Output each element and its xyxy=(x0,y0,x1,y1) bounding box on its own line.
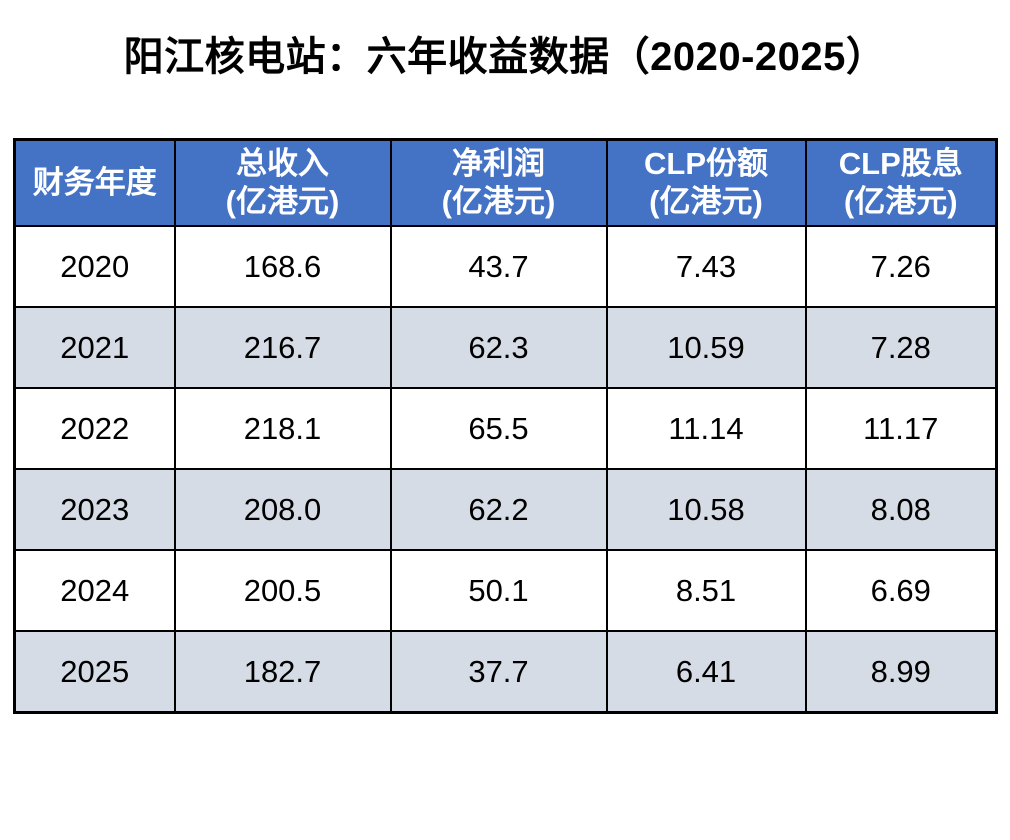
header-cell-fiscal-year: 财务年度 xyxy=(13,138,176,227)
cell-net-profit: 37.7 xyxy=(389,630,608,714)
header-unit: (亿港元) xyxy=(843,184,958,219)
cell-clp-share: 7.43 xyxy=(605,225,807,308)
cell-clp-share: 11.14 xyxy=(605,387,807,470)
cell-clp-share: 10.59 xyxy=(605,306,807,389)
table-row-2024: 2024 200.5 50.1 8.51 6.69 xyxy=(13,549,998,632)
table-row-2023: 2023 208.0 62.2 10.58 8.08 xyxy=(13,468,998,551)
header-label: 净利润 xyxy=(452,146,545,182)
header-cell-clp-dividend: CLP股息 (亿港元) xyxy=(804,138,998,227)
cell-total-revenue: 182.7 xyxy=(173,630,392,714)
cell-year: 2023 xyxy=(13,468,176,551)
header-label: 财务年度 xyxy=(32,165,157,201)
cell-net-profit: 62.3 xyxy=(389,306,608,389)
header-cell-total-revenue: 总收入 (亿港元) xyxy=(173,138,392,227)
table-row-2020: 2020 168.6 43.7 7.43 7.26 xyxy=(13,225,998,308)
cell-clp-dividend: 8.99 xyxy=(804,630,998,714)
page-title: 阳江核电站：六年收益数据（2020-2025） xyxy=(123,35,887,79)
cell-net-profit: 62.2 xyxy=(389,468,608,551)
revenue-table: 财务年度 总收入 (亿港元) 净利润 (亿港元) CLP份额 (亿港元) CLP… xyxy=(13,138,998,714)
cell-clp-dividend: 7.26 xyxy=(804,225,998,308)
header-label: 总收入 xyxy=(236,146,329,182)
cell-year: 2024 xyxy=(13,549,176,632)
table-row-2022: 2022 218.1 65.5 11.14 11.17 xyxy=(13,387,998,470)
cell-clp-dividend: 11.17 xyxy=(804,387,998,470)
cell-year: 2025 xyxy=(13,630,176,714)
cell-year: 2022 xyxy=(13,387,176,470)
header-unit: (亿港元) xyxy=(441,184,556,219)
cell-year: 2021 xyxy=(13,306,176,389)
cell-clp-dividend: 7.28 xyxy=(804,306,998,389)
header-cell-net-profit: 净利润 (亿港元) xyxy=(389,138,608,227)
header-unit: (亿港元) xyxy=(649,184,763,219)
table-body: 2020 168.6 43.7 7.43 7.26 2021 216.7 62.… xyxy=(13,225,998,714)
cell-total-revenue: 218.1 xyxy=(173,387,392,470)
cell-clp-share: 8.51 xyxy=(605,549,807,632)
cell-clp-share: 6.41 xyxy=(605,630,807,714)
table-header: 财务年度 总收入 (亿港元) 净利润 (亿港元) CLP份额 (亿港元) CLP… xyxy=(13,138,998,227)
cell-clp-dividend: 6.69 xyxy=(804,549,998,632)
header-cell-clp-share: CLP份额 (亿港元) xyxy=(605,138,807,227)
cell-year: 2020 xyxy=(13,225,176,308)
cell-total-revenue: 168.6 xyxy=(173,225,392,308)
revenue-table-container: 财务年度 总收入 (亿港元) 净利润 (亿港元) CLP份额 (亿港元) CLP… xyxy=(13,138,998,714)
cell-net-profit: 65.5 xyxy=(389,387,608,470)
cell-clp-share: 10.58 xyxy=(605,468,807,551)
cell-total-revenue: 216.7 xyxy=(173,306,392,389)
header-label: CLP份额 xyxy=(644,146,768,182)
cell-net-profit: 50.1 xyxy=(389,549,608,632)
header-row: 财务年度 总收入 (亿港元) 净利润 (亿港元) CLP份额 (亿港元) CLP… xyxy=(13,138,998,227)
table-row-2021: 2021 216.7 62.3 10.59 7.28 xyxy=(13,306,998,389)
cell-clp-dividend: 8.08 xyxy=(804,468,998,551)
header-label: CLP股息 xyxy=(838,146,963,182)
cell-total-revenue: 208.0 xyxy=(173,468,392,551)
cell-net-profit: 43.7 xyxy=(389,225,608,308)
header-unit: (亿港元) xyxy=(225,184,340,219)
table-row-2025: 2025 182.7 37.7 6.41 8.99 xyxy=(13,630,998,714)
cell-total-revenue: 200.5 xyxy=(173,549,392,632)
